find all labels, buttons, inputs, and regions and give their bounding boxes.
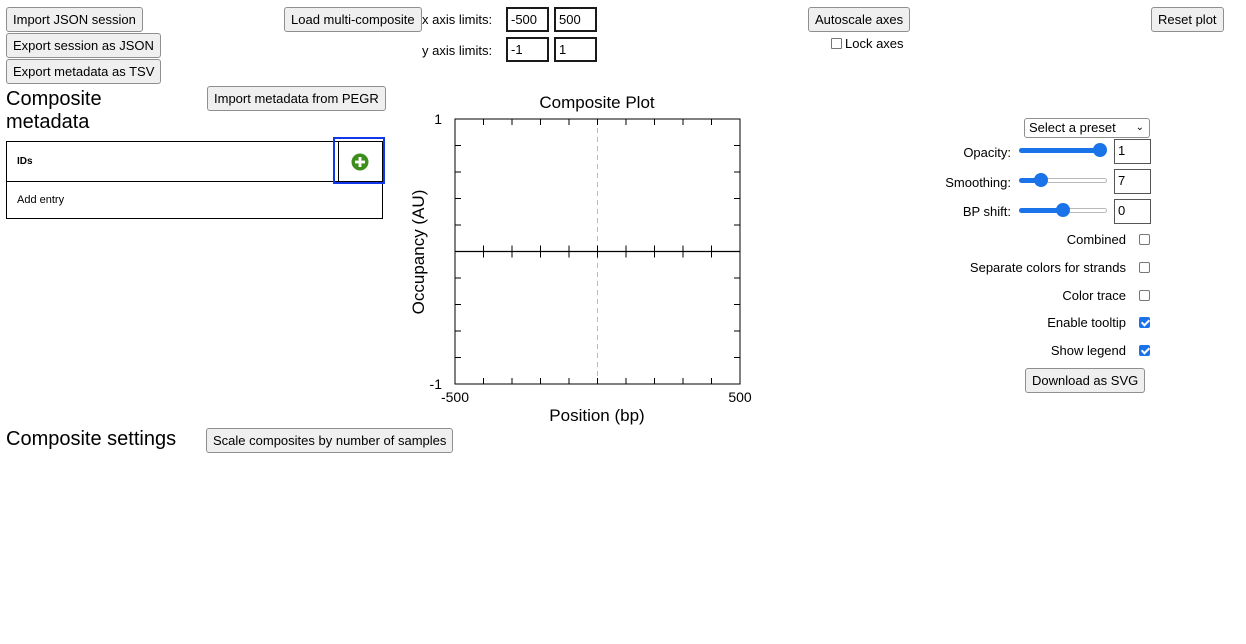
lock-axes-checkbox[interactable] — [831, 38, 842, 49]
x-tick-label: 500 — [728, 389, 752, 405]
y-axis-max-input[interactable]: 1 — [554, 37, 597, 62]
preset-select[interactable]: Select a preset ⌄ — [1024, 118, 1150, 138]
export-session-json-button[interactable]: Export session as JSON — [6, 33, 161, 58]
ids-column-header: IDs — [17, 156, 33, 167]
x-tick-label: -500 — [441, 389, 469, 405]
metadata-header-row: IDs — [7, 142, 382, 182]
chevron-down-icon: ⌄ — [1135, 122, 1144, 133]
composite-metadata-title: Composite metadata — [6, 88, 102, 133]
smoothing-input[interactable]: 7 — [1114, 169, 1151, 194]
metadata-table: IDs Add entry — [6, 141, 383, 219]
show-legend-label: Show legend — [1050, 343, 1126, 358]
column-divider — [338, 142, 339, 181]
lock-axes-label: Lock axes — [845, 36, 904, 51]
opacity-slider[interactable] — [1019, 142, 1107, 158]
y-tick-label: 1 — [434, 111, 442, 127]
bp-shift-label: BP shift: — [962, 204, 1011, 219]
autoscale-axes-button[interactable]: Autoscale axes — [808, 7, 911, 32]
y-tick-label: -1 — [430, 376, 443, 392]
load-multi-composite-button[interactable]: Load multi-composite — [284, 7, 422, 32]
combined-label: Combined — [1066, 232, 1126, 247]
x-axis-limits-label: x axis limits: — [422, 12, 493, 27]
y-axis-limits-label: y axis limits: — [422, 43, 493, 58]
composite-settings-title: Composite settings — [6, 428, 177, 450]
separate-colors-label: Separate colors for strands — [969, 260, 1126, 275]
scale-composites-button[interactable]: Scale composites by number of samples — [206, 428, 454, 453]
smoothing-label: Smoothing: — [945, 175, 1011, 190]
y-axis-label: Occupancy (AU) — [409, 190, 428, 315]
y-axis-min-input[interactable]: -1 — [506, 37, 549, 62]
export-metadata-tsv-button[interactable]: Export metadata as TSV — [6, 59, 162, 84]
import-metadata-pegr-button[interactable]: Import metadata from PEGR — [207, 86, 386, 111]
plus-circle-icon — [351, 153, 369, 171]
reset-plot-button[interactable]: Reset plot — [1151, 7, 1224, 32]
preset-select-value: Select a preset — [1029, 120, 1116, 135]
bp-shift-input[interactable]: 0 — [1114, 199, 1151, 224]
bp-shift-slider[interactable] — [1019, 202, 1107, 218]
add-entry-row[interactable]: Add entry — [17, 194, 65, 206]
show-legend-checkbox[interactable] — [1139, 345, 1150, 356]
smoothing-slider[interactable] — [1019, 172, 1107, 188]
combined-checkbox[interactable] — [1139, 234, 1150, 245]
x-axis-label: Position (bp) — [549, 406, 644, 425]
opacity-input[interactable]: 1 — [1114, 139, 1151, 164]
enable-tooltip-checkbox[interactable] — [1139, 317, 1150, 328]
import-json-session-button[interactable]: Import JSON session — [6, 7, 143, 32]
x-axis-min-input[interactable]: -500 — [506, 7, 549, 32]
separate-colors-checkbox[interactable] — [1139, 262, 1150, 273]
opacity-label: Opacity: — [963, 145, 1011, 160]
add-composite-button[interactable] — [333, 137, 385, 184]
color-trace-checkbox[interactable] — [1139, 290, 1150, 301]
chart-title: Composite Plot — [539, 93, 655, 112]
x-axis-max-input[interactable]: 500 — [554, 7, 597, 32]
enable-tooltip-label: Enable tooltip — [1047, 315, 1126, 330]
download-svg-button[interactable]: Download as SVG — [1025, 368, 1146, 393]
color-trace-label: Color trace — [1062, 288, 1126, 303]
